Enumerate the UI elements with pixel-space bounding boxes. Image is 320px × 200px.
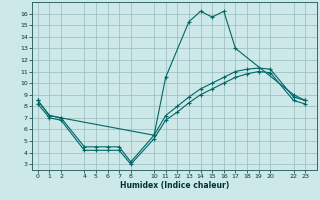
X-axis label: Humidex (Indice chaleur): Humidex (Indice chaleur) <box>120 181 229 190</box>
